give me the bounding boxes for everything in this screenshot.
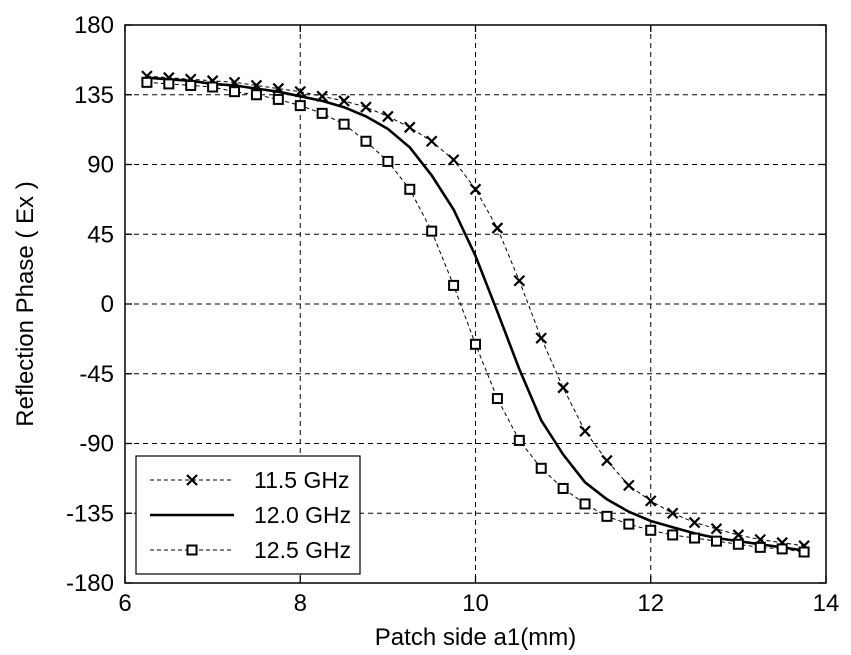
data-point	[252, 90, 261, 99]
data-point	[142, 78, 151, 87]
data-point	[208, 83, 217, 92]
data-point	[230, 87, 239, 96]
data-point	[624, 520, 633, 529]
y-tick-label: -45	[79, 361, 114, 388]
data-point	[537, 464, 546, 473]
legend-label: 11.5 GHz	[254, 467, 349, 493]
y-tick-label: 45	[87, 221, 114, 248]
y-tick-label: 90	[87, 152, 114, 179]
data-point	[296, 101, 305, 110]
data-point	[318, 109, 327, 118]
x-tick-label: 14	[813, 590, 840, 617]
data-point	[449, 281, 458, 290]
data-point	[800, 548, 809, 557]
data-point	[756, 543, 765, 552]
data-point	[602, 512, 611, 521]
data-point	[734, 540, 743, 549]
data-point	[274, 95, 283, 104]
y-axis-label: Reflection Phase ( Ex )	[12, 181, 39, 426]
y-tick-label: -135	[66, 500, 114, 527]
y-tick-label: 135	[74, 82, 114, 109]
x-tick-label: 8	[294, 590, 307, 617]
data-point	[690, 534, 699, 543]
y-tick-label: -90	[79, 431, 114, 458]
data-point	[340, 120, 349, 129]
y-tick-label: 0	[101, 291, 114, 318]
legend-marker	[188, 546, 197, 555]
data-point	[515, 436, 524, 445]
data-point	[405, 185, 414, 194]
data-point	[383, 157, 392, 166]
x-tick-label: 10	[462, 590, 489, 617]
legend-label: 12.0 GHz	[254, 502, 351, 528]
data-point	[493, 394, 502, 403]
data-point	[361, 137, 370, 146]
data-point	[646, 526, 655, 535]
legend-label: 12.5 GHz	[254, 537, 351, 563]
data-point	[471, 340, 480, 349]
data-point	[778, 544, 787, 553]
data-point	[427, 227, 436, 236]
x-axis-label: Patch side a1(mm)	[375, 624, 576, 651]
data-point	[164, 79, 173, 88]
x-tick-label: 6	[118, 590, 131, 617]
data-point	[186, 81, 195, 90]
data-point	[712, 537, 721, 546]
legend: 11.5 GHz 12.0 GHz 12.5 GHz	[136, 456, 360, 574]
data-point	[668, 530, 677, 539]
data-point	[559, 484, 568, 493]
x-tick-label: 12	[637, 590, 664, 617]
data-point	[581, 499, 590, 508]
y-tick-label: 180	[74, 12, 114, 39]
y-tick-label: -180	[66, 570, 114, 597]
